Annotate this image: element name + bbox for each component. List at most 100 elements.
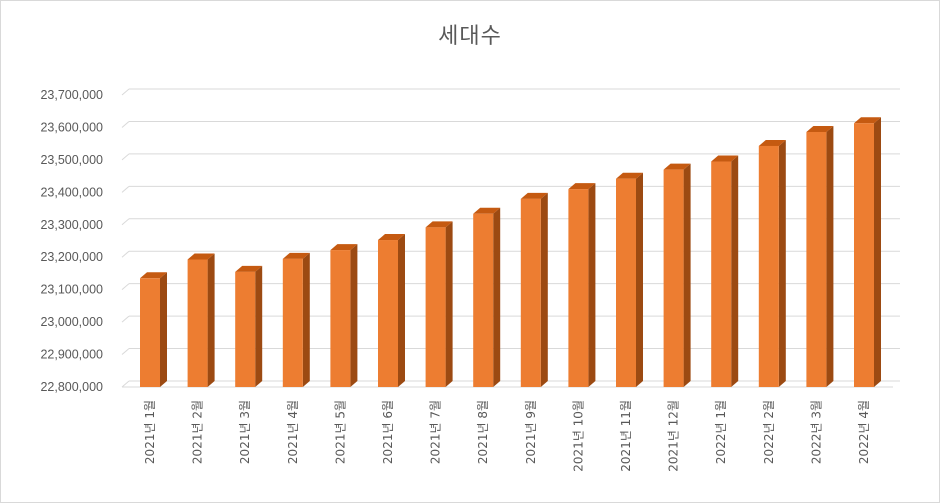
bar-front bbox=[711, 161, 732, 387]
gridline-depth bbox=[121, 185, 130, 193]
bar-side bbox=[731, 155, 739, 387]
y-tick-label: 23,700,000 bbox=[40, 88, 103, 102]
bar-top bbox=[473, 207, 501, 214]
bar bbox=[568, 183, 596, 387]
y-axis-tick-labels: 22,800,000 22,900,000 23,000,000 23,100,000… bbox=[40, 88, 103, 394]
bar bbox=[854, 117, 881, 387]
x-tick-label: 2022년 2월 bbox=[762, 400, 776, 464]
bar-side bbox=[302, 252, 310, 387]
bar bbox=[758, 139, 786, 387]
bar bbox=[330, 244, 358, 387]
x-tick-label: 2022년 1월 bbox=[714, 400, 728, 464]
y-tick-label: 23,100,000 bbox=[40, 283, 103, 297]
bar-side bbox=[683, 163, 691, 387]
x-axis-tick-labels: 2021년 1월 2021년 2월 2021년 3월 2021년 4월 2021년 5월… bbox=[143, 400, 871, 472]
y-tick-label: 22,800,000 bbox=[40, 380, 103, 394]
bar-top bbox=[711, 155, 739, 162]
bar-front bbox=[425, 227, 446, 387]
x-tick-label: 2021년 1월 bbox=[143, 400, 157, 464]
bar-side bbox=[207, 253, 215, 387]
x-tick-label: 2021년 7월 bbox=[429, 400, 443, 464]
x-tick-label: 2021년 6월 bbox=[381, 400, 395, 464]
chart-title: 세대수 bbox=[438, 24, 502, 49]
bar-front bbox=[520, 198, 541, 387]
bar-front bbox=[140, 278, 160, 387]
bar-side bbox=[255, 265, 263, 387]
bar bbox=[140, 272, 167, 387]
x-tick-label: 2021년 8월 bbox=[476, 400, 490, 464]
gridline-depth bbox=[121, 153, 130, 161]
bar-top bbox=[282, 252, 310, 259]
bar-side bbox=[874, 117, 881, 387]
bar-front bbox=[473, 213, 494, 387]
gridline-depth bbox=[121, 315, 130, 323]
bar bbox=[663, 163, 691, 387]
y-tick-label: 23,400,000 bbox=[40, 185, 103, 199]
x-tick-label: 2021년 3월 bbox=[238, 400, 252, 464]
bar-side bbox=[398, 234, 405, 387]
bar bbox=[378, 234, 405, 387]
y-tick-label: 23,600,000 bbox=[40, 120, 103, 134]
bar-front bbox=[282, 258, 303, 387]
bar-top bbox=[568, 183, 596, 190]
bar-front bbox=[235, 271, 256, 387]
bar-top bbox=[663, 163, 691, 170]
bar bbox=[711, 155, 739, 387]
bar-side bbox=[826, 125, 834, 387]
bar bbox=[425, 221, 453, 387]
bar-top bbox=[425, 221, 453, 228]
bar-front bbox=[663, 169, 684, 387]
bar-front bbox=[330, 250, 351, 387]
x-tick-label: 2021년 4월 bbox=[286, 400, 300, 464]
x-tick-label: 2022년 4월 bbox=[857, 400, 871, 464]
bar-front bbox=[758, 145, 779, 387]
bar bbox=[187, 253, 215, 387]
bar-top bbox=[616, 172, 643, 179]
bar-top bbox=[520, 192, 548, 199]
bar-side bbox=[540, 192, 548, 387]
bar bbox=[616, 172, 643, 387]
gridline-depth bbox=[121, 218, 130, 226]
y-tick-label: 23,200,000 bbox=[40, 250, 103, 264]
x-tick-label: 2021년 12월 bbox=[667, 400, 681, 472]
y-tick-label: 23,500,000 bbox=[40, 153, 103, 167]
bar-top bbox=[758, 139, 786, 146]
x-tick-label: 2021년 10월 bbox=[571, 400, 585, 472]
gridline-depth bbox=[121, 348, 130, 355]
bar-top bbox=[187, 253, 215, 260]
bar bbox=[806, 125, 834, 387]
bar-front bbox=[854, 123, 874, 387]
x-tick-label: 2021년 9월 bbox=[524, 400, 538, 464]
y-tick-label: 23,300,000 bbox=[40, 218, 103, 232]
bars bbox=[140, 117, 881, 387]
bar bbox=[473, 207, 501, 387]
x-tick-label: 2021년 5월 bbox=[333, 400, 347, 464]
bar-top bbox=[140, 272, 167, 279]
bar-top bbox=[854, 117, 881, 124]
x-tick-label: 2021년 2월 bbox=[191, 400, 205, 464]
gridline-depth bbox=[121, 121, 130, 128]
bar-front bbox=[806, 131, 827, 387]
bar-top bbox=[378, 234, 405, 241]
bar-side bbox=[160, 272, 167, 387]
bar-front bbox=[378, 240, 398, 387]
bar-side bbox=[636, 172, 643, 387]
gridline-depth bbox=[121, 88, 130, 96]
bar bbox=[282, 252, 310, 387]
bar-side bbox=[588, 183, 596, 387]
y-tick-label: 22,900,000 bbox=[40, 348, 103, 362]
y-tick-label: 23,000,000 bbox=[40, 315, 103, 329]
bar-side bbox=[445, 221, 453, 387]
bar-side bbox=[778, 139, 786, 387]
bar bbox=[520, 192, 548, 387]
x-tick-label: 2021년 11월 bbox=[619, 400, 633, 472]
bar-front bbox=[187, 259, 208, 387]
bar-front bbox=[616, 178, 636, 387]
gridline-depth bbox=[121, 380, 130, 388]
bar-side bbox=[350, 244, 358, 387]
bar-top bbox=[330, 244, 358, 251]
bar-side bbox=[493, 207, 501, 387]
x-tick-label: 2022년 3월 bbox=[809, 400, 823, 464]
bar-top bbox=[235, 265, 263, 272]
